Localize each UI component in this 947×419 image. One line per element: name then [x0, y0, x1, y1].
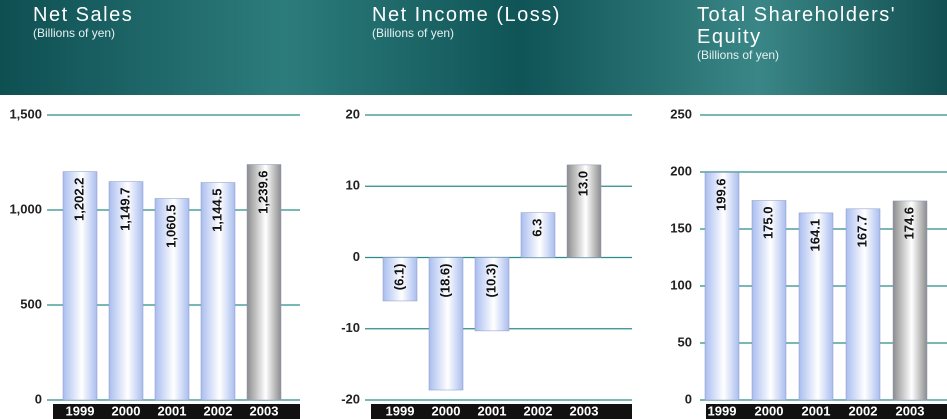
y-tick-label: -20 — [341, 391, 360, 406]
chart-title: Net Income (Loss) — [372, 4, 561, 26]
bar — [798, 212, 834, 401]
value-label: 175.0 — [760, 207, 775, 240]
x-tick-label: 2000 — [112, 403, 141, 418]
y-tick-label: 0 — [685, 391, 692, 406]
y-tick-label: 0 — [353, 249, 360, 264]
bar — [382, 257, 418, 302]
y-tick-label: -10 — [341, 320, 360, 335]
bar — [520, 212, 556, 258]
x-axis-strip — [371, 404, 632, 419]
bar — [751, 200, 787, 401]
value-label: 1,144.5 — [209, 189, 224, 232]
y-tick-label: 0 — [35, 391, 42, 406]
bar — [704, 172, 740, 401]
chart-title: Net Sales — [33, 4, 134, 26]
value-label: 1,202.2 — [71, 178, 86, 221]
chart-title: Total Shareholders' Equity — [697, 4, 897, 48]
x-tick-label: 1999 — [66, 403, 95, 418]
bar — [566, 164, 602, 258]
bar — [845, 208, 881, 401]
y-tick-label: 1,000 — [9, 201, 42, 216]
bar — [428, 257, 464, 391]
chart-subtitle: (Billions of yen) — [33, 26, 116, 40]
header-band — [0, 0, 947, 95]
y-tick-label: 20 — [346, 106, 360, 121]
chart-subtitle: (Billions of yen) — [697, 48, 780, 62]
value-label: (18.6) — [437, 264, 452, 298]
bar — [246, 164, 282, 401]
chart-subtitle: (Billions of yen) — [372, 26, 455, 40]
y-tick-label: 1,500 — [9, 106, 42, 121]
x-tick-label: 2003 — [250, 403, 279, 418]
bar — [474, 257, 510, 332]
x-tick-label: 2001 — [158, 403, 187, 418]
bar — [154, 198, 190, 401]
bar — [108, 181, 144, 401]
value-label: 13.0 — [575, 171, 590, 196]
x-tick-label: 2001 — [802, 403, 831, 418]
x-tick-label: 2000 — [432, 403, 461, 418]
value-label: 199.6 — [713, 178, 728, 211]
value-label: 1,239.6 — [255, 170, 270, 213]
x-tick-label: 2000 — [755, 403, 784, 418]
y-tick-label: 500 — [20, 296, 42, 311]
panel-header: Total Shareholders' Equity (Billions of … — [697, 4, 947, 62]
bar — [200, 182, 236, 401]
panel-header: Net Sales (Billions of yen) — [33, 4, 333, 40]
y-tick-label: 150 — [670, 220, 692, 235]
x-tick-label: 2002 — [849, 403, 878, 418]
value-label: 167.7 — [854, 215, 869, 248]
panel-header: Net Income (Loss) (Billions of yen) — [372, 4, 672, 40]
value-label: 174.6 — [901, 207, 916, 240]
value-label: 1,060.5 — [163, 205, 178, 248]
x-axis-strip — [706, 404, 947, 419]
x-tick-label: 1999 — [708, 403, 737, 418]
value-label: 164.1 — [807, 219, 822, 252]
y-tick-label: 10 — [346, 178, 360, 193]
x-tick-label: 2002 — [524, 403, 553, 418]
bar — [62, 171, 98, 401]
bar — [892, 200, 928, 401]
y-tick-label: 200 — [670, 163, 692, 178]
x-tick-label: 2003 — [896, 403, 925, 418]
x-tick-label: 2002 — [204, 403, 233, 418]
value-label: (10.3) — [483, 264, 498, 298]
x-tick-label: 2003 — [570, 403, 599, 418]
y-tick-label: 50 — [678, 334, 692, 349]
value-label: 6.3 — [529, 219, 544, 237]
x-axis-strip — [53, 404, 300, 419]
x-tick-label: 2001 — [478, 403, 507, 418]
y-tick-label: 250 — [670, 106, 692, 121]
value-label: 1,149.7 — [117, 188, 132, 231]
value-label: (6.1) — [391, 264, 406, 291]
x-tick-label: 1999 — [386, 403, 415, 418]
y-tick-label: 100 — [670, 277, 692, 292]
